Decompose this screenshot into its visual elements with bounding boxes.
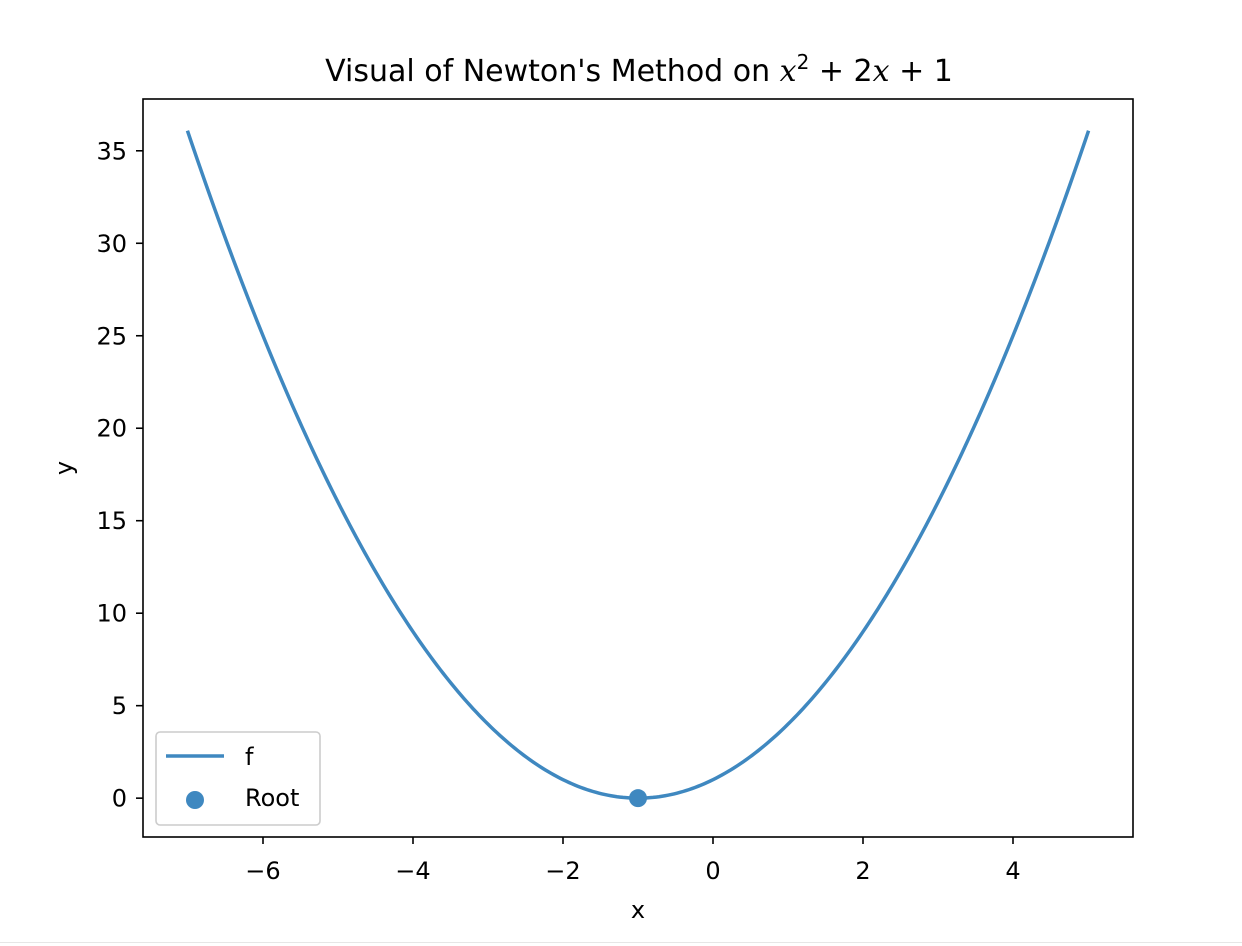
chart-title-prefix: Visual of Newton's Method on	[325, 54, 779, 89]
root-point	[629, 789, 647, 808]
y-tick-label: 25	[96, 322, 127, 350]
y-axis-label: y	[50, 461, 78, 475]
legend-marker-swatch	[186, 791, 204, 809]
legend-label-root: Root	[245, 784, 299, 812]
x-tick-label: −4	[395, 857, 430, 885]
plot-area	[185, 130, 1091, 808]
x-tick-label: 4	[1005, 857, 1020, 885]
y-tick-label: 5	[112, 692, 127, 720]
legend: f Root	[155, 731, 321, 826]
y-tick-label: 10	[96, 600, 127, 628]
y-tick-label: 15	[96, 507, 127, 535]
y-tick-label: 30	[96, 230, 127, 258]
x-axis-label: x	[631, 896, 645, 924]
x-tick-label: 0	[705, 857, 720, 885]
x-tick-label: −2	[545, 857, 580, 885]
legend-label-f: f	[245, 743, 254, 771]
axes: −6 −4 −2 0 2 4 0 5 10 15 20 25 30 35	[96, 98, 1134, 885]
y-tick-label: 20	[96, 415, 127, 443]
y-tick-label: 0	[112, 785, 127, 813]
chart-title-math-base: x	[780, 54, 797, 89]
x-tick-label: −6	[245, 857, 280, 885]
y-tick-label: 35	[96, 137, 127, 165]
chart-title-math-exponent: 2	[797, 50, 810, 74]
page-bottom-rule	[0, 942, 1242, 943]
chart-title-math-rest: + 2	[809, 54, 872, 89]
chart-title-math-tail: + 1	[890, 54, 953, 89]
chart-title-math-var: x	[873, 54, 890, 89]
chart-title: Visual of Newton's Method on x2 + 2x + 1	[325, 50, 953, 89]
axes-frame	[142, 98, 1134, 838]
x-tick-label: 2	[855, 857, 870, 885]
